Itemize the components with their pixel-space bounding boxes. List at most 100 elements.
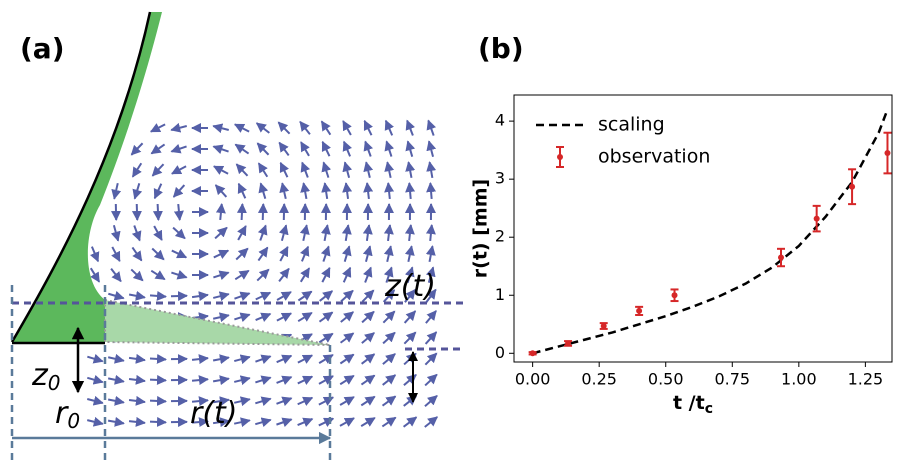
vector [408, 141, 412, 156]
y-axis-label: r(t) [mm] [470, 179, 492, 278]
vector [344, 142, 350, 157]
vector [322, 121, 331, 134]
vector [430, 183, 431, 199]
vector [255, 420, 270, 424]
vector [150, 359, 166, 360]
vector [213, 273, 228, 278]
vector [171, 146, 186, 151]
wedge [105, 300, 330, 345]
vector [404, 375, 416, 385]
legend-label: scaling [598, 114, 665, 136]
vector [152, 164, 163, 176]
vector [425, 353, 436, 364]
y-tick-label: 0 [495, 343, 505, 362]
vector [340, 418, 354, 426]
x-tick-label: 1.25 [848, 370, 884, 389]
vector [383, 396, 396, 405]
label-sub: 0 [67, 409, 80, 433]
vector [133, 163, 142, 177]
vector [256, 314, 271, 320]
vector [362, 290, 373, 301]
observation-point [884, 150, 890, 156]
vector [281, 163, 288, 177]
vector [108, 357, 124, 360]
legend-swatch [557, 154, 563, 160]
vector [87, 399, 102, 403]
vector [277, 313, 291, 320]
vector [301, 142, 309, 156]
vector [235, 271, 248, 280]
diagram-label: r0 [55, 396, 80, 433]
vector [343, 121, 351, 135]
vector [158, 204, 159, 220]
vector [213, 379, 229, 382]
vector [320, 291, 333, 301]
panel-label: (b) [478, 32, 524, 65]
vector [282, 225, 286, 240]
vector [129, 400, 145, 402]
vector [404, 332, 415, 343]
vector [325, 225, 328, 241]
vector [282, 183, 286, 199]
panel-label: (a) [20, 32, 65, 65]
observation-point [530, 350, 536, 356]
observation-point [636, 308, 642, 314]
vector [276, 419, 291, 424]
vector [277, 377, 292, 383]
vector [258, 247, 267, 260]
vector [108, 378, 124, 381]
vector [151, 124, 165, 131]
vector [341, 312, 353, 322]
vector [239, 184, 246, 199]
vector [298, 377, 312, 384]
x-axis-label: t /tc [673, 392, 713, 418]
vector [387, 141, 392, 156]
vector [214, 251, 228, 258]
vector [298, 398, 313, 404]
vector [409, 225, 411, 241]
vector [257, 269, 268, 280]
vector [152, 248, 164, 259]
vector [87, 420, 103, 424]
vector [341, 291, 353, 302]
vector [151, 271, 164, 280]
vector [234, 357, 249, 361]
vector [277, 398, 292, 404]
vector [366, 246, 370, 261]
vector [129, 295, 145, 298]
vector [367, 183, 369, 199]
vector [279, 269, 289, 282]
vector [428, 120, 433, 135]
x-tick-label: 0.75 [714, 370, 750, 389]
vector [235, 124, 249, 131]
vector [430, 246, 433, 262]
vector [174, 185, 185, 197]
vector [150, 380, 166, 381]
vector [383, 375, 396, 385]
label-text: z [31, 358, 49, 393]
vector [235, 144, 248, 153]
vector [214, 166, 228, 173]
vector [112, 247, 119, 261]
vector [425, 417, 437, 427]
vector [277, 356, 292, 362]
vector [386, 121, 392, 136]
vector [108, 421, 124, 424]
vector [155, 184, 162, 199]
vector [192, 379, 208, 381]
vector [382, 418, 395, 427]
vector [108, 400, 124, 403]
vector [261, 183, 266, 198]
vector [409, 183, 410, 199]
vector [87, 357, 102, 362]
vector [87, 378, 102, 382]
vector [341, 333, 354, 342]
vector [408, 246, 411, 262]
vector [429, 141, 433, 156]
vector [409, 162, 412, 178]
vector [132, 247, 141, 260]
y-tick-label: 2 [495, 227, 505, 246]
vector [388, 183, 390, 199]
vector [171, 126, 186, 130]
vector [256, 293, 271, 300]
